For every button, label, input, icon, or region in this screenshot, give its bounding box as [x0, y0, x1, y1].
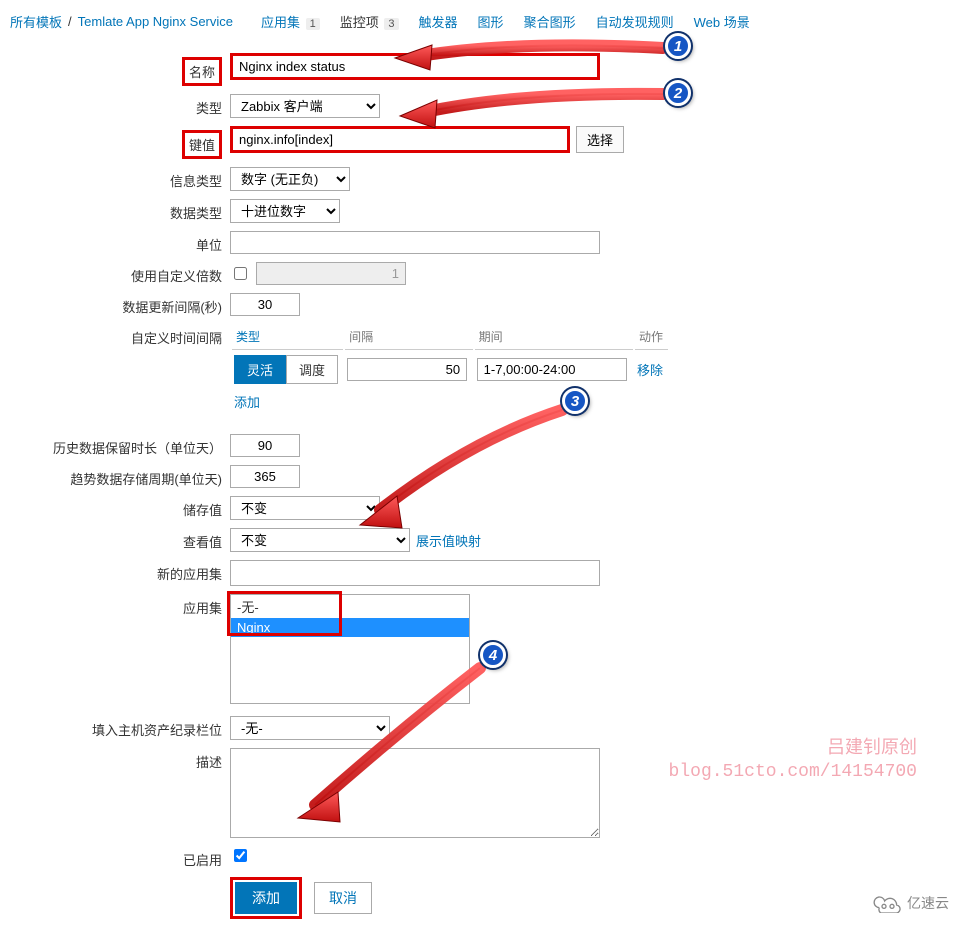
interval-remove-link[interactable]: 移除	[637, 363, 663, 378]
label-key: 键值	[182, 130, 222, 159]
enabled-checkbox[interactable]	[234, 849, 247, 862]
breadcrumb-all-templates[interactable]: 所有模板	[10, 12, 62, 31]
label-name: 名称	[182, 57, 222, 86]
breadcrumb-template[interactable]: Temlate App Nginx Service	[78, 14, 233, 29]
store-value-select[interactable]: 不变	[230, 496, 380, 520]
watermark-brand: 亿速云	[869, 893, 949, 913]
seg-scheduling[interactable]: 调度	[286, 355, 338, 384]
label-host-inventory: 填入主机资产纪录栏位	[0, 716, 230, 739]
key-input[interactable]	[230, 126, 570, 153]
type-select[interactable]: Zabbix 客户端	[230, 94, 380, 118]
tab-items[interactable]: 监控项 3	[330, 8, 409, 35]
app-option-none[interactable]: -无-	[231, 595, 469, 618]
new-app-input[interactable]	[230, 560, 600, 586]
label-apps: 应用集	[0, 594, 230, 617]
show-value-map-link[interactable]: 展示值映射	[416, 531, 481, 550]
data-type-select[interactable]: 十进位数字	[230, 199, 340, 223]
badge-2: 2	[665, 80, 691, 106]
badge-1: 1	[665, 33, 691, 59]
th-action: 动作	[635, 326, 668, 350]
watermark-author: 吕建钊原创 blog.51cto.com/14154700	[669, 735, 917, 785]
tab-web[interactable]: Web 场景	[684, 8, 760, 35]
badge-3: 3	[562, 388, 588, 414]
badge-4: 4	[480, 642, 506, 668]
label-history: 历史数据保留时长（单位天）	[0, 434, 230, 457]
interval-row: 灵活 调度 移除	[232, 352, 668, 387]
app-option-nginx[interactable]: Nginx	[231, 618, 469, 637]
cancel-button[interactable]: 取消	[314, 882, 372, 914]
add-button[interactable]: 添加	[235, 882, 297, 914]
label-multiplier: 使用自定义倍数	[0, 262, 230, 285]
th-type: 类型	[232, 326, 343, 350]
label-store-value: 储存值	[0, 496, 230, 519]
interval-add-link[interactable]: 添加	[234, 395, 260, 410]
th-interval: 间隔	[345, 326, 473, 350]
breadcrumb-sep: /	[68, 14, 72, 29]
breadcrumb: 所有模板 / Temlate App Nginx Service 应用集 1 监…	[0, 0, 957, 43]
update-interval-input[interactable]	[230, 293, 300, 316]
seg-flexible[interactable]: 灵活	[234, 355, 286, 384]
apps-listbox[interactable]: -无- Nginx	[230, 594, 470, 704]
tab-triggers[interactable]: 触发器	[409, 8, 468, 35]
label-unit: 单位	[0, 231, 230, 254]
select-key-button[interactable]: 选择	[576, 126, 624, 153]
cloud-icon	[869, 893, 903, 913]
description-textarea[interactable]	[230, 748, 600, 838]
label-enabled: 已启用	[0, 846, 230, 869]
name-input[interactable]	[230, 53, 600, 80]
label-trends: 趋势数据存储周期(单位天)	[0, 465, 230, 488]
tab-discovery[interactable]: 自动发现规则	[586, 8, 684, 35]
tab-graphs[interactable]: 图形	[468, 8, 514, 35]
label-update-interval: 数据更新间隔(秒)	[0, 293, 230, 316]
th-period: 期间	[475, 326, 633, 350]
show-value-select[interactable]: 不变	[230, 528, 410, 552]
label-custom-intervals: 自定义时间间隔	[0, 324, 230, 347]
history-input[interactable]	[230, 434, 300, 457]
interval-value-input[interactable]	[347, 358, 467, 381]
interval-type-segment[interactable]: 灵活 调度	[234, 355, 338, 384]
info-type-select[interactable]: 数字 (无正负)	[230, 167, 350, 191]
interval-period-input[interactable]	[477, 358, 627, 381]
label-data-type: 数据类型	[0, 199, 230, 222]
interval-table: 类型 间隔 期间 动作 灵活 调度 移除 添加	[230, 324, 670, 416]
tab-screens[interactable]: 聚合图形	[514, 8, 586, 35]
label-description: 描述	[0, 748, 230, 771]
trends-input[interactable]	[230, 465, 300, 488]
label-new-app: 新的应用集	[0, 560, 230, 583]
multiplier-input	[256, 262, 406, 285]
multiplier-checkbox[interactable]	[234, 267, 247, 280]
tab-apps[interactable]: 应用集 1	[251, 8, 330, 35]
label-show-value: 查看值	[0, 528, 230, 551]
host-inventory-select[interactable]: -无-	[230, 716, 390, 740]
label-type: 类型	[0, 94, 230, 117]
unit-input[interactable]	[230, 231, 600, 254]
label-info-type: 信息类型	[0, 167, 230, 190]
